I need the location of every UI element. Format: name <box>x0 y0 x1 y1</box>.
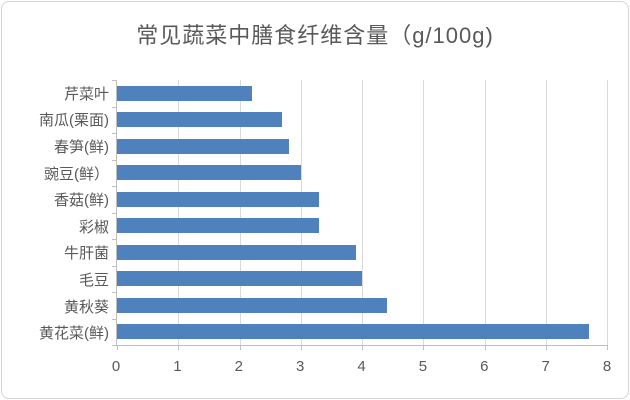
y-axis-tick-mark <box>112 107 116 108</box>
category-label: 芹菜叶 <box>63 85 109 103</box>
bar-row <box>117 107 607 134</box>
bar-row <box>117 213 607 240</box>
bar-row <box>117 186 607 213</box>
gridline <box>300 80 302 345</box>
y-axis-tick-mark <box>112 292 116 293</box>
bars-layer <box>117 80 607 345</box>
category-label: 彩椒 <box>78 218 109 236</box>
y-axis-tick-mark <box>112 266 116 267</box>
bar-毛豆 <box>117 271 362 287</box>
y-axis-tick-mark <box>112 80 116 81</box>
x-axis-tick-mark <box>362 345 363 350</box>
x-axis-tick-label: 0 <box>111 358 121 375</box>
bar-春笋(鲜) <box>117 138 289 154</box>
bar-row <box>117 266 607 293</box>
x-axis-tick-label: 8 <box>602 358 612 375</box>
bar-牛肝菌 <box>117 244 356 260</box>
x-axis-tick-mark <box>545 345 547 350</box>
x-axis-tick-label: 3 <box>295 358 305 375</box>
y-axis-tick-mark <box>112 186 116 187</box>
chart-title: 常见蔬菜中膳食纤维含量（g/100g) <box>136 23 494 48</box>
bar-row <box>117 160 607 187</box>
x-axis-tick-label: 6 <box>480 358 489 375</box>
x-axis-tick-mark <box>300 345 302 350</box>
gridline <box>484 80 486 345</box>
category-label: 黄秋葵 <box>63 298 109 316</box>
category-label: 牛肝菌 <box>63 245 109 263</box>
y-axis-tick-mark <box>112 345 116 346</box>
x-axis-tick-label: 1 <box>173 358 182 375</box>
y-axis-tick-mark <box>112 319 116 320</box>
x-axis-tick-mark <box>484 345 486 350</box>
bar-row <box>117 319 607 346</box>
category-label: 香菇(鲜) <box>54 192 109 210</box>
x-axis-tick-label: 4 <box>357 358 366 375</box>
x-axis-tick-mark <box>423 345 425 350</box>
bar-香菇(鲜) <box>117 191 320 207</box>
y-axis-tick-mark <box>112 239 116 240</box>
category-label: 南瓜(栗面) <box>39 112 109 130</box>
bar-南瓜(栗面) <box>117 112 283 128</box>
y-axis-tick-mark <box>112 160 116 161</box>
x-axis-labels: 0 1 2 3 4 5 6 7 8 <box>112 358 611 378</box>
x-axis-tick-label: 7 <box>541 358 550 375</box>
gridline <box>239 80 241 345</box>
y-axis-labels: 芹菜叶南瓜(栗面) 春笋(鲜) 豌豆(鲜） 香菇(鲜) 彩椒牛肝菌毛豆黄秋葵黄花菜(鲜) <box>2 80 109 346</box>
category-label: 春笋(鲜) <box>54 138 109 156</box>
gridline <box>362 80 363 345</box>
x-axis-tick-mark <box>178 345 180 350</box>
x-axis-tick-mark <box>239 345 241 350</box>
bar-row <box>117 239 607 266</box>
x-axis-tick-mark <box>117 345 118 350</box>
category-label: 豌豆(鲜） <box>44 165 109 183</box>
x-axis-tick-label: 5 <box>418 358 428 375</box>
bar-芹菜叶 <box>117 85 252 101</box>
y-axis-tick-mark <box>112 133 116 134</box>
bar-黄花菜(鲜) <box>117 324 589 340</box>
x-axis-tick-label: 2 <box>234 358 243 375</box>
bar-彩椒 <box>117 218 320 234</box>
y-axis-tick-mark <box>112 213 116 214</box>
bar-row <box>117 80 607 107</box>
bar-豌豆(鲜） <box>117 165 301 181</box>
category-label: 毛豆 <box>78 271 109 289</box>
plot-area <box>116 80 608 350</box>
category-label: 黄花菜(鲜) <box>39 325 109 343</box>
gridline <box>545 80 547 345</box>
bar-row <box>117 133 607 160</box>
gridline <box>178 80 180 345</box>
x-axis-tick-mark <box>607 345 608 350</box>
bar-row <box>117 292 607 319</box>
bar-黄秋葵 <box>117 297 387 313</box>
gridline <box>607 80 608 345</box>
gridline <box>423 80 425 345</box>
